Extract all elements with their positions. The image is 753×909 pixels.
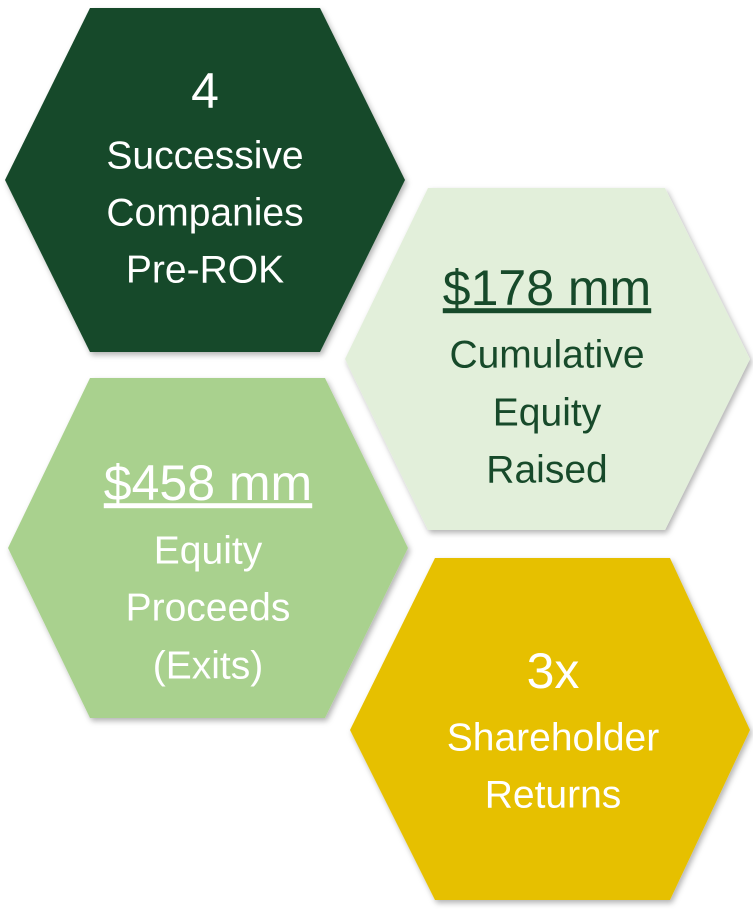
hexagon-headline: $458 mm [104,455,312,511]
hexagon-label: Returns [485,773,622,816]
hexagon [345,188,750,530]
hexagon-headline: 4 [191,63,219,119]
hexagon-label: Companies [106,191,303,234]
hexagon-label: Equity [154,529,263,572]
hexagon-label: Raised [486,448,607,491]
hexagon-label: Proceeds [126,586,291,629]
hexagon [8,378,408,718]
hexagon [5,8,405,352]
hexagon-headline: $178 mm [443,260,651,316]
hexagon-headline: 3x [527,643,580,699]
hexagon-label: Equity [493,391,602,434]
hexagon-label: Cumulative [449,333,644,376]
hexagon-label: Shareholder [447,716,659,759]
hexagon-label: Successive [106,134,303,177]
hexagon [350,558,750,900]
hexagon-label: Pre-ROK [126,248,284,291]
hexagon-label: (Exits) [153,644,264,687]
